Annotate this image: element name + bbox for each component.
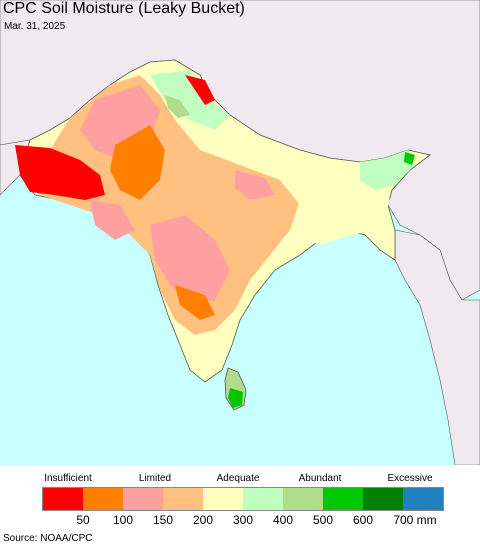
- legend-swatch-7: [323, 488, 363, 510]
- source-credit: Source: NOAA/CPC: [3, 533, 93, 544]
- zone-green-ne: [404, 152, 415, 165]
- legend-swatch-3: [163, 488, 203, 510]
- zone-pink-4: [90, 200, 135, 240]
- legend-swatch-6: [283, 488, 323, 510]
- zone-pink-2: [150, 215, 230, 305]
- legend-tick-label: 700 mm: [393, 513, 437, 527]
- legend-swatch-8: [363, 488, 403, 510]
- zone-green-kashmir: [165, 95, 190, 118]
- legend-tick-label: 200: [192, 513, 214, 527]
- legend-swatch-9: [403, 488, 443, 510]
- legend-tick-label: 150: [152, 513, 174, 527]
- legend-tick-label: 50: [76, 513, 90, 527]
- myanmar-land: [394, 229, 480, 465]
- legend: Insufficient Limited Adequate Abundant E…: [0, 465, 480, 549]
- map-title: CPC Soil Moisture (Leaky Bucket): [3, 0, 245, 17]
- zone-orange-1: [110, 125, 165, 200]
- legend-tick-label: 400: [272, 513, 294, 527]
- zone-yellow-east: [280, 170, 390, 245]
- zone-pink-3: [235, 170, 275, 200]
- legend-category-excessive: Excessive: [387, 473, 433, 484]
- legend-category-limited: Limited: [138, 473, 172, 484]
- legend-swatch-5: [243, 488, 283, 510]
- zone-orange-2: [175, 285, 215, 320]
- zone-red-north: [185, 75, 215, 105]
- map-area: CPC Soil Moisture (Leaky Bucket) Mar. 31…: [0, 0, 480, 465]
- sri-lanka-green: [228, 388, 243, 408]
- soil-moisture-map: [0, 0, 480, 465]
- legend-swatch-0: [43, 488, 83, 510]
- legend-tick-label: 600: [352, 513, 374, 527]
- zone-light-green-north: [150, 70, 230, 130]
- legend-category-abundant: Abundant: [298, 473, 342, 484]
- legend-category-adequate: Adequate: [216, 473, 260, 484]
- legend-tick-label: 100: [112, 513, 134, 527]
- legend-category-insufficient: Insufficient: [44, 473, 92, 484]
- legend-tick-label: 500: [312, 513, 334, 527]
- zone-light-green-ne: [360, 150, 415, 190]
- legend-tick-label: 300: [232, 513, 254, 527]
- zone-red: [15, 145, 105, 200]
- legend-swatch-1: [83, 488, 123, 510]
- legend-swatch-4: [203, 488, 243, 510]
- legend-swatch-2: [123, 488, 163, 510]
- legend-color-bar: [42, 487, 444, 511]
- map-date: Mar. 31, 2025: [4, 21, 66, 32]
